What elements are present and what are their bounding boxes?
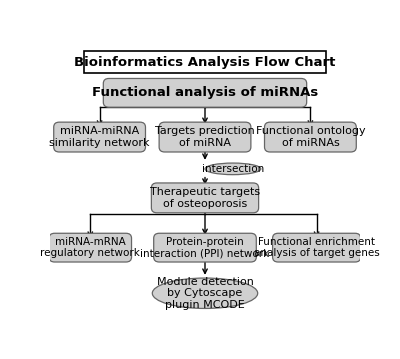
FancyBboxPatch shape xyxy=(272,233,361,262)
Text: Bioinformatics Analysis Flow Chart: Bioinformatics Analysis Flow Chart xyxy=(74,56,336,69)
Text: Module detection
by Cytoscape
plugin MCODE: Module detection by Cytoscape plugin MCO… xyxy=(156,277,254,310)
FancyBboxPatch shape xyxy=(103,79,307,107)
FancyBboxPatch shape xyxy=(154,233,256,262)
Text: Therapeutic targets
of osteoporosis: Therapeutic targets of osteoporosis xyxy=(150,187,260,209)
Text: Functional enrichment
analysis of target genes: Functional enrichment analysis of target… xyxy=(254,237,380,258)
FancyBboxPatch shape xyxy=(264,122,356,152)
Ellipse shape xyxy=(205,163,261,175)
Text: Functional analysis of miRNAs: Functional analysis of miRNAs xyxy=(92,86,318,99)
Text: intersection: intersection xyxy=(202,164,264,174)
Text: Functional ontology
of miRNAs: Functional ontology of miRNAs xyxy=(256,126,365,148)
Text: Targets prediction
of miRNA: Targets prediction of miRNA xyxy=(155,126,255,148)
FancyBboxPatch shape xyxy=(49,233,132,262)
FancyBboxPatch shape xyxy=(151,183,259,213)
FancyBboxPatch shape xyxy=(159,122,251,152)
Ellipse shape xyxy=(152,278,258,308)
Text: miRNA-mRNA
regulatory network: miRNA-mRNA regulatory network xyxy=(40,237,140,258)
Text: miRNA-miRNA
similarity network: miRNA-miRNA similarity network xyxy=(49,126,150,148)
Text: Protein-protein
interaction (PPI) network: Protein-protein interaction (PPI) networ… xyxy=(140,237,270,258)
FancyBboxPatch shape xyxy=(54,122,146,152)
FancyBboxPatch shape xyxy=(84,51,326,74)
